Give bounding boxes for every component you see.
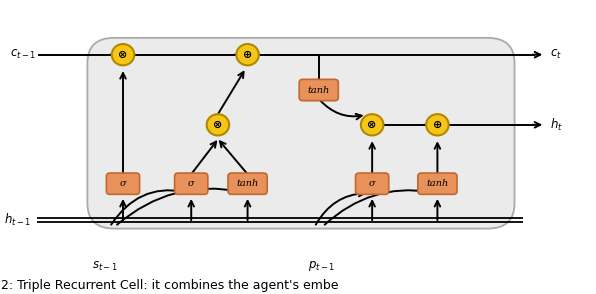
Text: $s_{t-1}$: $s_{t-1}$ [92,259,118,273]
FancyBboxPatch shape [88,38,514,228]
Circle shape [111,44,134,65]
Text: $h_{t-1}$: $h_{t-1}$ [4,212,32,228]
Text: ⊕: ⊕ [243,50,252,60]
Text: $h_t$: $h_t$ [550,117,563,133]
Circle shape [207,114,229,136]
Text: σ: σ [369,179,375,188]
Text: $p_{t-1}$: $p_{t-1}$ [308,259,336,273]
Text: tanh: tanh [237,179,259,188]
Text: ⊗: ⊗ [119,50,128,60]
Circle shape [361,114,383,136]
Text: tanh: tanh [426,179,449,188]
Circle shape [426,114,449,136]
Text: 2: Triple Recurrent Cell: it combines the agent's embe: 2: Triple Recurrent Cell: it combines th… [1,279,339,292]
Text: tanh: tanh [308,86,330,95]
Circle shape [236,44,259,65]
Text: σ: σ [188,179,194,188]
FancyBboxPatch shape [175,173,208,194]
Text: ⊗: ⊗ [213,120,222,130]
FancyBboxPatch shape [418,173,457,194]
Text: ⊕: ⊕ [433,120,442,130]
FancyBboxPatch shape [228,173,267,194]
FancyBboxPatch shape [107,173,139,194]
Text: $c_t$: $c_t$ [550,48,562,61]
Text: σ: σ [120,179,126,188]
FancyBboxPatch shape [299,79,339,101]
Text: $c_{t-1}$: $c_{t-1}$ [10,48,36,61]
FancyBboxPatch shape [356,173,389,194]
Text: ⊗: ⊗ [368,120,377,130]
